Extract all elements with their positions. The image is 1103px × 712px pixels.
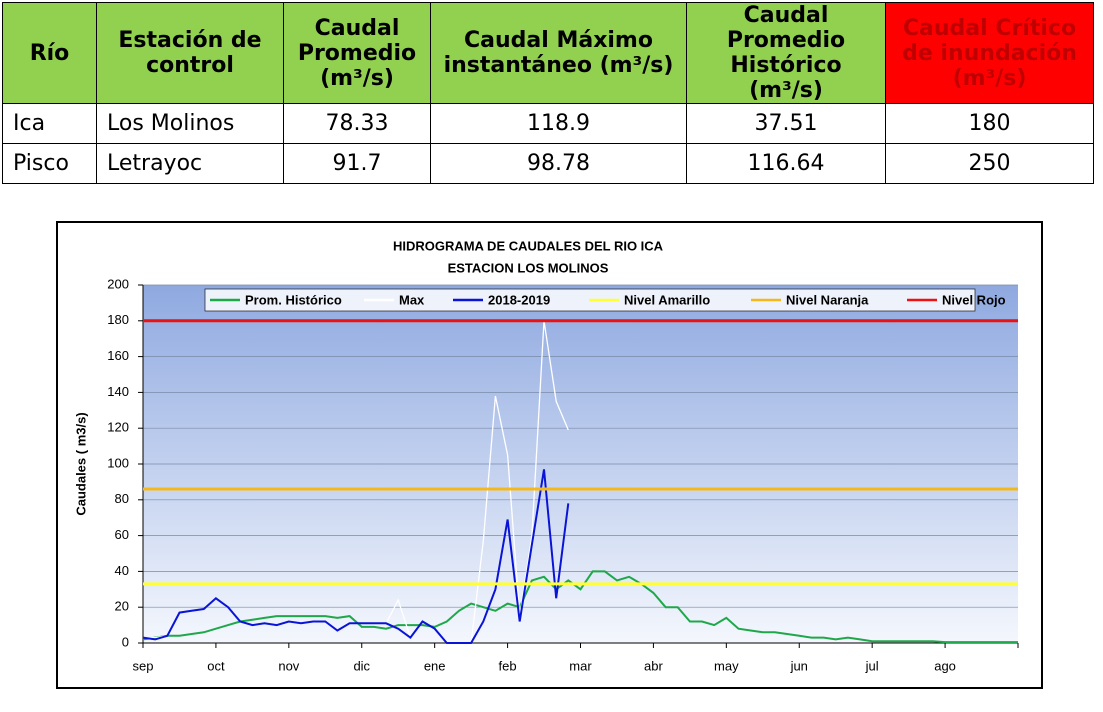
x-tick-label: ene xyxy=(424,658,446,673)
y-tick-label: 40 xyxy=(115,563,129,578)
header-cell: Caudal Crítico de inundación (m³/s) xyxy=(885,2,1094,104)
x-tick-label: ago xyxy=(934,658,956,673)
x-tick-label: feb xyxy=(499,658,517,673)
y-tick-label: 20 xyxy=(115,599,129,614)
header-cell: Estación de control xyxy=(96,2,284,104)
cell: 116.64 xyxy=(686,143,886,184)
y-tick-label: 120 xyxy=(107,420,129,435)
y-tick-label: 140 xyxy=(107,384,129,399)
cell: Los Molinos xyxy=(96,103,284,144)
header-cell: Caudal Promedio Histórico (m³/s) xyxy=(686,2,886,104)
y-tick-label: 160 xyxy=(107,348,129,363)
x-tick-label: mar xyxy=(569,658,592,673)
x-tick-label: may xyxy=(714,658,739,673)
legend-label: Nivel Amarillo xyxy=(624,292,710,307)
cell: Pisco xyxy=(2,143,97,184)
x-tick-label: sep xyxy=(133,658,154,673)
cell: 250 xyxy=(885,143,1094,184)
y-tick-label: 200 xyxy=(107,276,129,291)
x-tick-label: jun xyxy=(790,658,808,673)
legend-label: Nivel Naranja xyxy=(786,292,869,307)
x-tick-label: abr xyxy=(644,658,663,673)
y-tick-label: 80 xyxy=(115,491,129,506)
y-tick-label: 60 xyxy=(115,527,129,542)
header-cell: Río xyxy=(2,2,97,104)
x-tick-label: oct xyxy=(207,658,225,673)
cell: 91.7 xyxy=(283,143,431,184)
legend-label: Nivel Rojo xyxy=(942,292,1006,307)
x-tick-label: nov xyxy=(278,658,299,673)
x-tick-label: jul xyxy=(865,658,879,673)
cell: 98.78 xyxy=(430,143,687,184)
x-tick-label: dic xyxy=(353,658,370,673)
series-line xyxy=(142,469,570,644)
header-cell: Caudal Máximo instantáneo (m³/s) xyxy=(430,2,687,104)
y-tick-label: 0 xyxy=(122,634,129,649)
y-tick-label: 180 xyxy=(107,312,129,327)
data-table: Río Estación de control Caudal Promedio (m… xyxy=(2,2,1094,184)
cell: 180 xyxy=(885,103,1094,144)
table-row: Pisco Letrayoc 91.7 98.78 116.64 250 xyxy=(2,143,1094,184)
legend-label: Max xyxy=(399,292,425,307)
y-axis-label: Caudales ( m3/s) xyxy=(73,412,88,515)
legend-label: 2018-2019 xyxy=(488,292,550,307)
legend-label: Prom. Histórico xyxy=(245,292,342,307)
chart-title: HIDROGRAMA DE CAUDALES DEL RIO ICA xyxy=(393,238,664,253)
header-cell: Caudal Promedio (m³/s) xyxy=(283,2,431,104)
chart-subtitle: ESTACION LOS MOLINOS xyxy=(448,260,609,275)
series-line xyxy=(142,570,1018,644)
y-tick-label: 100 xyxy=(107,455,129,470)
cell: Ica xyxy=(2,103,97,144)
